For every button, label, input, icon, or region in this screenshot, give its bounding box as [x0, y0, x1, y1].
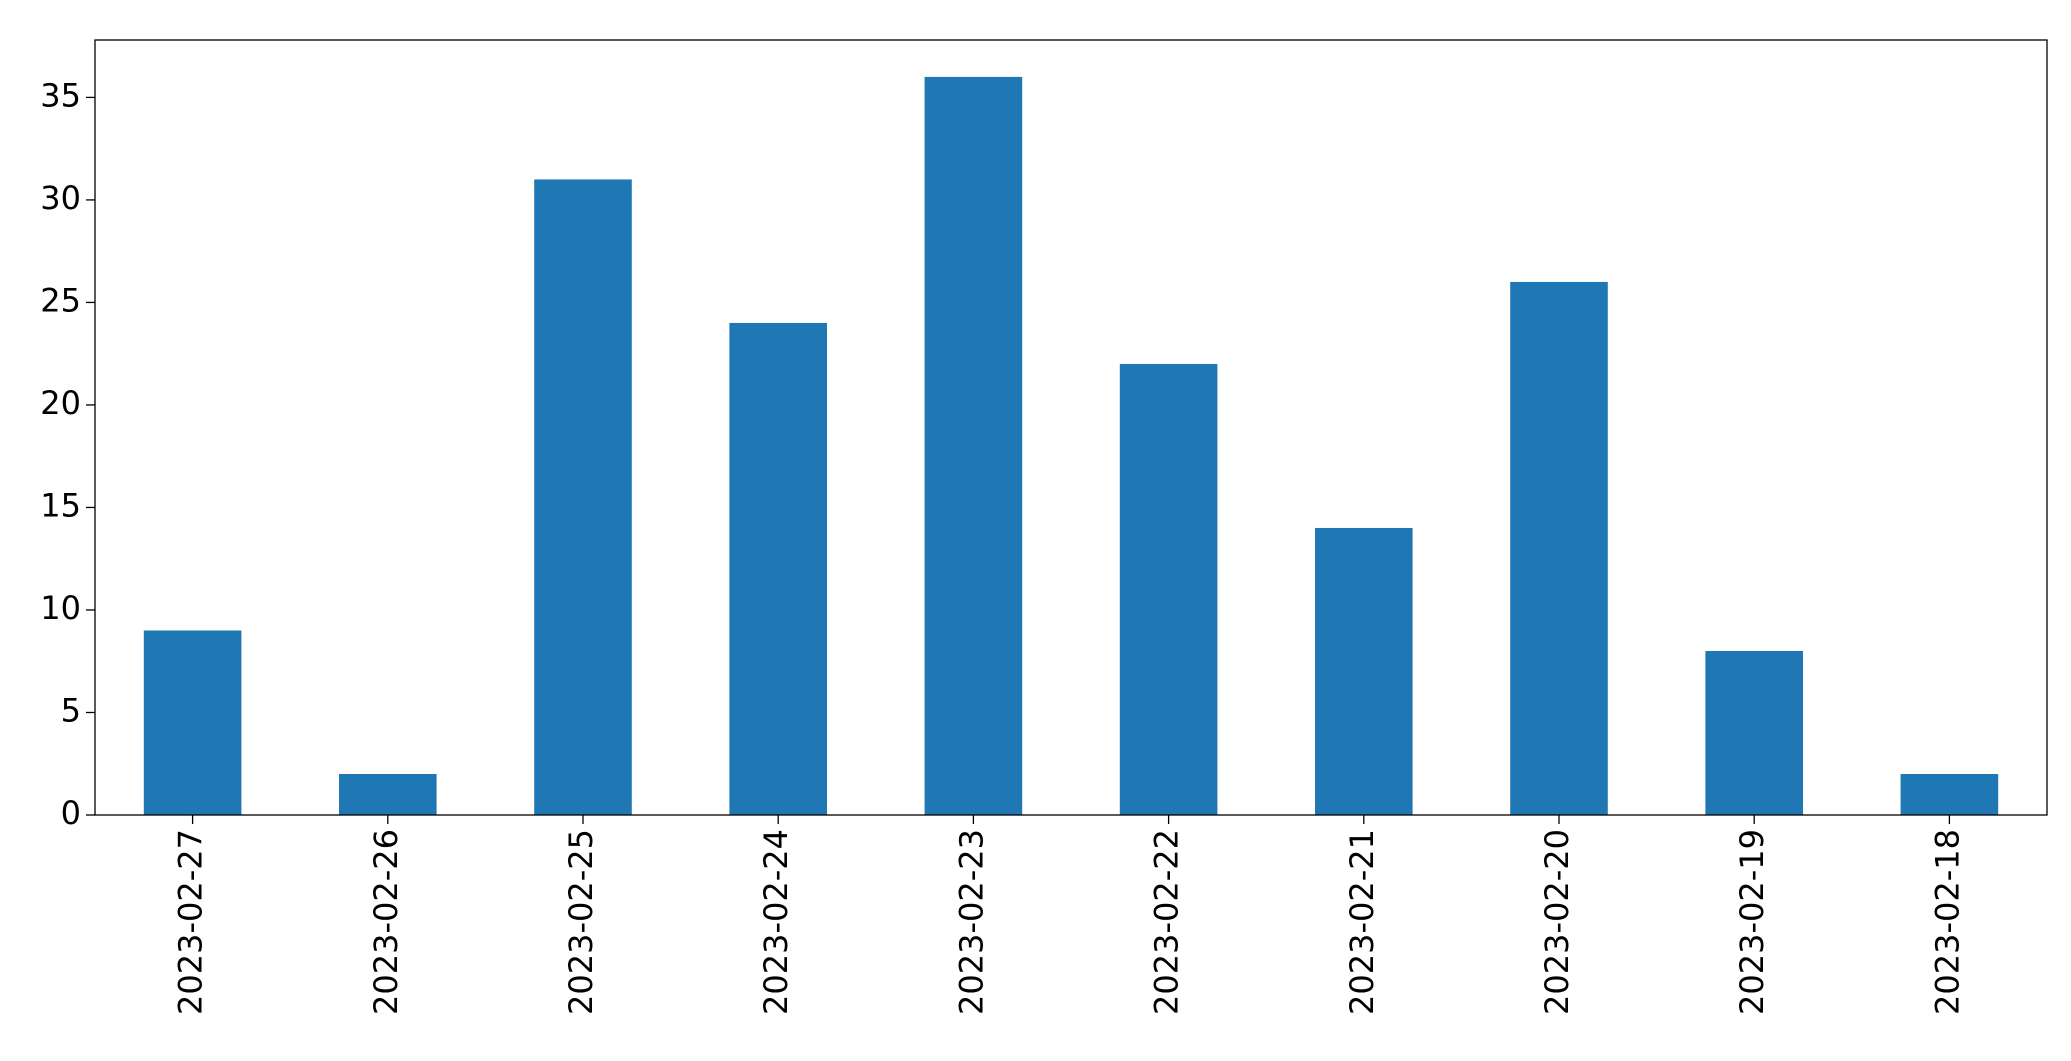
- x-tick-label: 2023-02-23: [952, 829, 990, 1015]
- y-tick-label: 0: [61, 794, 81, 832]
- y-tick-label: 20: [40, 384, 81, 422]
- y-tick-label: 5: [61, 691, 81, 729]
- y-tick-label: 15: [40, 486, 81, 524]
- y-tick-label: 30: [40, 179, 81, 217]
- bar: [1315, 527, 1413, 815]
- x-tick-label: 2023-02-26: [367, 829, 405, 1015]
- bar: [1510, 281, 1608, 815]
- bar: [1705, 650, 1803, 815]
- x-tick-label: 2023-02-25: [562, 829, 600, 1015]
- bar: [143, 630, 242, 815]
- x-tick-label: 2023-02-24: [757, 829, 795, 1015]
- y-tick-label: 25: [40, 281, 81, 319]
- bar: [924, 76, 1023, 815]
- bar: [339, 773, 437, 815]
- bar: [1900, 773, 1999, 815]
- bar: [1119, 363, 1218, 815]
- x-tick-label: 2023-02-22: [1148, 829, 1186, 1015]
- x-tick-label: 2023-02-20: [1538, 829, 1576, 1015]
- plot-frame: [94, 39, 2048, 816]
- x-tick-label: 2023-02-21: [1343, 829, 1381, 1015]
- y-tick-label: 35: [40, 76, 81, 114]
- y-tick-label: 10: [40, 589, 81, 627]
- x-tick-label: 2023-02-19: [1733, 829, 1771, 1015]
- x-tick-label: 2023-02-18: [1928, 829, 1966, 1015]
- bar: [729, 322, 827, 815]
- bar: [534, 179, 632, 816]
- x-tick-label: 2023-02-27: [172, 829, 210, 1015]
